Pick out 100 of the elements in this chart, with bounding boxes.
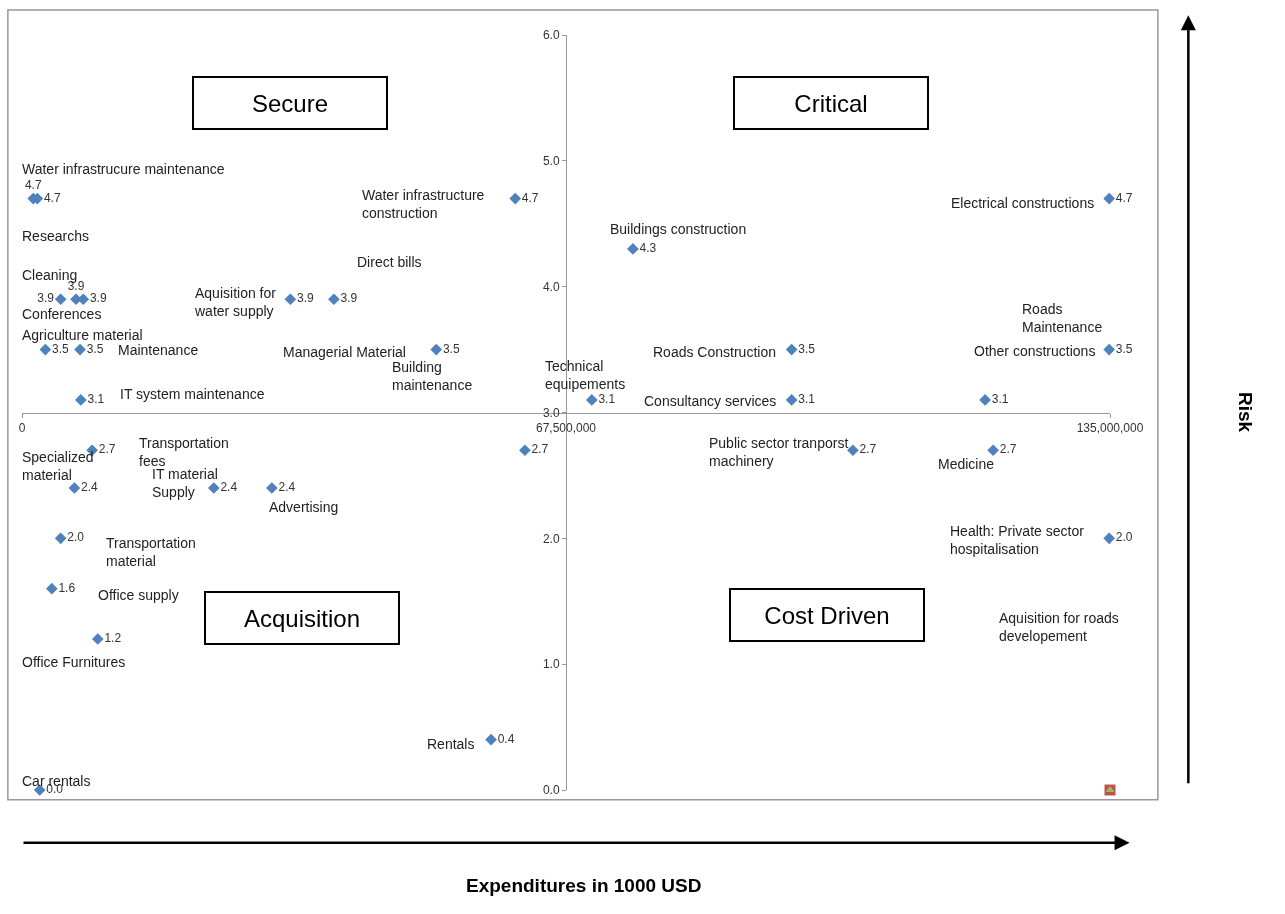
data-label: 2.4 bbox=[220, 480, 238, 494]
annotation: Roads Maintenance bbox=[1022, 301, 1103, 336]
data-label: 0.4 bbox=[497, 731, 515, 746]
point bbox=[265, 482, 278, 494]
point bbox=[987, 444, 999, 457]
point bbox=[1103, 532, 1116, 545]
annotation: Electrical constructions bbox=[951, 195, 1095, 211]
x-tick-label: 135,000,000 bbox=[1076, 420, 1144, 435]
y-tick-label: 2.0 bbox=[542, 531, 560, 546]
annotation: IT system maintenance bbox=[120, 386, 265, 402]
x-tick-label: 0 bbox=[18, 420, 26, 435]
annotation: Building maintenance bbox=[392, 359, 473, 394]
annotation: Maintenance bbox=[118, 342, 199, 358]
annotation: Buildings construction bbox=[610, 221, 747, 237]
data-label: 2.7 bbox=[999, 442, 1017, 457]
point bbox=[74, 343, 86, 356]
data-label: 3.1 bbox=[87, 391, 105, 406]
point bbox=[45, 582, 58, 595]
point bbox=[91, 633, 104, 645]
annotation: Office supply bbox=[98, 587, 179, 603]
point bbox=[207, 482, 220, 494]
data-label: 3.5 bbox=[86, 341, 104, 356]
point bbox=[519, 444, 531, 457]
annotation: Water infrastrucure maintenance bbox=[22, 161, 225, 177]
point bbox=[328, 293, 340, 306]
point bbox=[39, 343, 52, 356]
point bbox=[585, 394, 598, 406]
data-label: 4.7 bbox=[43, 190, 61, 205]
annotation: Rentals bbox=[427, 736, 475, 752]
data-label: 3.5 bbox=[52, 341, 69, 356]
point bbox=[979, 394, 991, 406]
data-label: 4.7 bbox=[521, 190, 539, 205]
annotation: Technical equipements bbox=[545, 358, 626, 393]
annotation: Office Furnitures bbox=[22, 654, 126, 670]
annotation: Researchs bbox=[22, 228, 89, 244]
y-tick-label: 0.0 bbox=[542, 783, 560, 798]
annotation: Roads Construction bbox=[653, 344, 776, 360]
data-label: 3.9 bbox=[296, 291, 314, 306]
annotation: Acquisition bbox=[243, 604, 361, 632]
point bbox=[1103, 343, 1116, 356]
point bbox=[284, 293, 297, 306]
annotation: Consultancy services bbox=[644, 393, 777, 409]
data-label: 3.5 bbox=[798, 341, 816, 356]
annotation: Advertising bbox=[269, 499, 339, 515]
data-label: 2.4 bbox=[81, 480, 99, 494]
annotation: Other constructions bbox=[974, 343, 1096, 359]
point bbox=[430, 343, 443, 356]
annotation: Medicine bbox=[938, 456, 995, 472]
data-label: 2.7 bbox=[98, 442, 116, 457]
data-label: 3.5 bbox=[1115, 341, 1133, 356]
point bbox=[54, 293, 67, 306]
data-label: 3.1 bbox=[798, 391, 816, 406]
data-label: 1.2 bbox=[104, 631, 122, 645]
y-tick-label: 3.0 bbox=[542, 405, 560, 420]
data-label: 3.1 bbox=[991, 391, 1009, 406]
data-label: 3.5 bbox=[442, 341, 460, 356]
point bbox=[627, 243, 639, 255]
data-label: 3.1 bbox=[598, 391, 616, 406]
annotation: Agriculture material bbox=[22, 327, 143, 343]
y-tick-label: 5.0 bbox=[542, 154, 560, 169]
annotation: Transportation material bbox=[106, 535, 196, 570]
data-label: 4.7 bbox=[24, 177, 42, 192]
data-label: 2.0 bbox=[67, 530, 85, 545]
point bbox=[509, 192, 522, 205]
data-label: 1.6 bbox=[58, 580, 76, 595]
point bbox=[785, 394, 798, 406]
data-label: 3.9 bbox=[37, 291, 55, 306]
data-label: 3.9 bbox=[89, 291, 107, 306]
data-label: 2.7 bbox=[531, 442, 549, 457]
data-label: 2.7 bbox=[859, 442, 877, 457]
x-axis-title: Expenditures in 1000 USD bbox=[466, 875, 702, 896]
annotation: Water infrastructure construction bbox=[362, 187, 485, 222]
annotation: Secure bbox=[251, 89, 329, 117]
point bbox=[485, 733, 497, 746]
y-tick-label: 1.0 bbox=[542, 657, 560, 672]
x-tick-label: 67,500,000 bbox=[535, 420, 597, 435]
annotation: IT material Supply bbox=[152, 466, 218, 501]
annotation: Aquisition for water supply bbox=[194, 285, 277, 320]
point bbox=[847, 444, 859, 457]
annotation: Cost Driven bbox=[764, 601, 890, 629]
annotation: Managerial Material bbox=[283, 344, 406, 360]
annotation: Conferences bbox=[22, 306, 102, 322]
data-label: 4.7 bbox=[1115, 190, 1133, 205]
data-label: 2.4 bbox=[278, 480, 296, 494]
y-axis-title: Risk bbox=[1234, 392, 1256, 433]
point bbox=[68, 482, 81, 494]
point bbox=[1103, 192, 1116, 205]
annotation: Aquisition for roads developement bbox=[999, 610, 1119, 645]
data-label: 2.0 bbox=[1115, 530, 1133, 545]
point bbox=[74, 394, 87, 406]
point bbox=[785, 343, 798, 356]
annotation: Critical bbox=[794, 89, 868, 117]
annotation: Health: Private sector hospitalisation bbox=[950, 523, 1085, 558]
data-label: 4.3 bbox=[639, 240, 657, 255]
annotation: Direct bills bbox=[357, 254, 422, 270]
point bbox=[54, 532, 67, 545]
y-tick-label: 4.0 bbox=[542, 279, 560, 294]
y-tick-label: 6.0 bbox=[542, 28, 560, 43]
data-label: 3.9 bbox=[340, 291, 358, 306]
annotation: Public sector tranporst machinery bbox=[709, 435, 849, 470]
